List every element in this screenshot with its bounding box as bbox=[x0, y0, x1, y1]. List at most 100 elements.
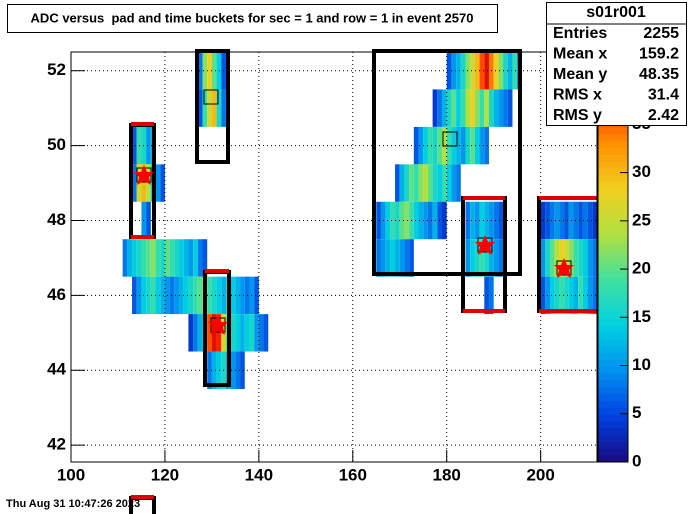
cell bbox=[193, 314, 198, 352]
cell bbox=[197, 52, 203, 90]
cell bbox=[470, 52, 475, 90]
cell bbox=[587, 276, 593, 315]
cell bbox=[423, 164, 428, 202]
x-tick-label: 100 bbox=[57, 465, 85, 484]
cell bbox=[488, 89, 494, 127]
x-tick-label: 120 bbox=[151, 465, 179, 484]
overlays bbox=[129, 49, 601, 514]
cell bbox=[197, 89, 203, 127]
color-bar-step bbox=[598, 270, 628, 278]
cell bbox=[507, 89, 513, 127]
cell bbox=[258, 314, 264, 352]
color-bar-step bbox=[598, 448, 628, 456]
cell bbox=[202, 52, 208, 90]
cell bbox=[155, 276, 161, 315]
cell bbox=[197, 276, 203, 315]
cell bbox=[554, 239, 560, 277]
color-bar-step bbox=[598, 250, 628, 258]
cell bbox=[432, 89, 438, 127]
cell bbox=[418, 126, 424, 165]
stats-label: Mean y bbox=[553, 66, 607, 83]
cell bbox=[592, 239, 597, 277]
cell bbox=[235, 351, 241, 389]
cell bbox=[207, 314, 212, 352]
cell bbox=[235, 276, 241, 315]
cell bbox=[484, 201, 489, 240]
cell bbox=[207, 351, 212, 389]
color-bar-step bbox=[598, 455, 628, 463]
cell bbox=[211, 52, 217, 90]
color-bar-step bbox=[598, 427, 628, 436]
cell bbox=[578, 239, 583, 277]
cell bbox=[216, 351, 222, 389]
color-bar-step bbox=[598, 380, 628, 388]
cell bbox=[470, 201, 475, 240]
cell bbox=[540, 239, 546, 277]
color-bar-step bbox=[598, 236, 628, 244]
cell bbox=[188, 239, 194, 277]
cell bbox=[432, 164, 438, 202]
cell bbox=[127, 239, 133, 277]
y-tick-label: 50 bbox=[47, 135, 66, 154]
chart-title: ADC versus pad and time buckets for sec … bbox=[31, 10, 474, 25]
color-bar-step bbox=[598, 441, 628, 449]
cell bbox=[235, 314, 241, 352]
cell bbox=[427, 164, 433, 202]
cell bbox=[488, 239, 494, 277]
cell bbox=[230, 351, 236, 389]
cell bbox=[427, 126, 433, 165]
cell bbox=[164, 239, 170, 277]
cell bbox=[418, 164, 424, 202]
color-bar-step bbox=[598, 181, 628, 190]
y-tick-label: 44 bbox=[47, 360, 66, 379]
cell bbox=[240, 314, 245, 352]
cell bbox=[470, 89, 475, 127]
grid: 100 120 140 160 180 200 42 44 46 48 50 52 bbox=[47, 52, 597, 484]
cell bbox=[413, 126, 419, 165]
cell bbox=[418, 201, 424, 240]
cell bbox=[484, 239, 489, 277]
cell bbox=[122, 239, 128, 277]
cell bbox=[141, 239, 147, 277]
cell bbox=[479, 52, 485, 90]
cell bbox=[550, 276, 555, 315]
title-box bbox=[7, 4, 498, 33]
cell bbox=[254, 314, 259, 352]
cell bbox=[132, 276, 137, 315]
cell bbox=[146, 126, 151, 165]
cell bbox=[564, 239, 569, 277]
cell bbox=[211, 89, 217, 127]
color-bar-step bbox=[598, 291, 628, 299]
cell bbox=[479, 239, 485, 277]
cell bbox=[540, 201, 546, 240]
cell bbox=[592, 201, 597, 240]
cell bbox=[174, 239, 180, 277]
color-bar-step bbox=[598, 414, 628, 422]
color-bar-step bbox=[598, 154, 628, 162]
cell bbox=[550, 239, 555, 277]
marker-star bbox=[134, 165, 154, 185]
cell bbox=[150, 239, 156, 277]
cell bbox=[474, 52, 480, 90]
color-bar-step bbox=[598, 393, 628, 401]
cell bbox=[479, 89, 485, 127]
cell bbox=[399, 201, 405, 240]
cell bbox=[183, 239, 189, 277]
cell bbox=[512, 52, 518, 90]
cell bbox=[493, 239, 499, 277]
cell bbox=[460, 89, 466, 127]
cell bbox=[484, 276, 489, 315]
cell bbox=[207, 52, 212, 90]
cell bbox=[451, 89, 457, 127]
color-bar-step bbox=[598, 373, 628, 381]
stats-value: 48.35 bbox=[639, 66, 679, 83]
cell bbox=[498, 52, 504, 90]
cell bbox=[404, 201, 410, 240]
cell bbox=[244, 314, 250, 352]
cell bbox=[587, 201, 593, 240]
cell bbox=[404, 239, 410, 277]
cell bbox=[587, 239, 593, 277]
cell bbox=[413, 201, 419, 240]
cell bbox=[132, 164, 137, 202]
x-tick-label: 180 bbox=[433, 465, 461, 484]
